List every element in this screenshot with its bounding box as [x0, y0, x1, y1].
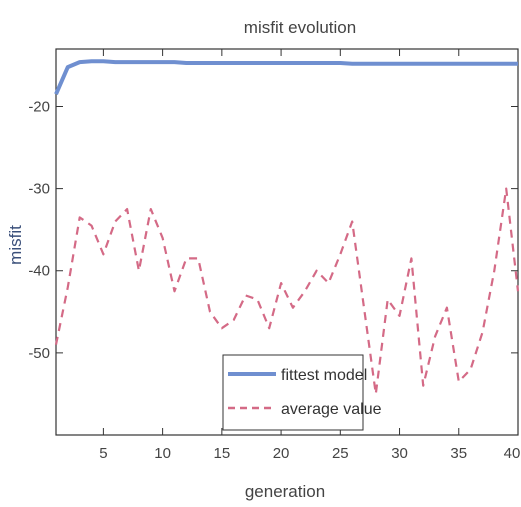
y-tick-label: -20: [28, 98, 50, 115]
series-layer: [54, 59, 520, 395]
series-line-fittest-model: [54, 59, 518, 95]
legend-label-fittest-model: fittest model: [281, 367, 367, 384]
x-tick-label: 30: [391, 445, 408, 462]
x-axis-label: generation: [245, 482, 325, 501]
series-line-average-value: [54, 187, 520, 395]
x-tick-label: 15: [214, 445, 231, 462]
x-tick-label: 40: [504, 445, 521, 462]
legend: fittest model average value: [222, 354, 382, 431]
y-axis-label: misfit: [6, 225, 25, 265]
y-tick-label: -40: [28, 263, 50, 280]
x-tick-label: 25: [332, 445, 349, 462]
x-tick-label: 5: [99, 445, 107, 462]
axis-ticks: 5 10 15 20 25 30 35 40 -20 -30 -40 -50: [28, 49, 520, 462]
legend-box: [222, 354, 364, 431]
legend-label-average-value: average value: [281, 401, 382, 418]
chart-title: misfit evolution: [244, 18, 356, 37]
x-tick-label: 10: [154, 445, 171, 462]
x-tick-label: 35: [450, 445, 467, 462]
y-tick-label: -30: [28, 181, 50, 198]
x-tick-label: 20: [273, 445, 290, 462]
y-tick-label: -50: [28, 345, 50, 362]
